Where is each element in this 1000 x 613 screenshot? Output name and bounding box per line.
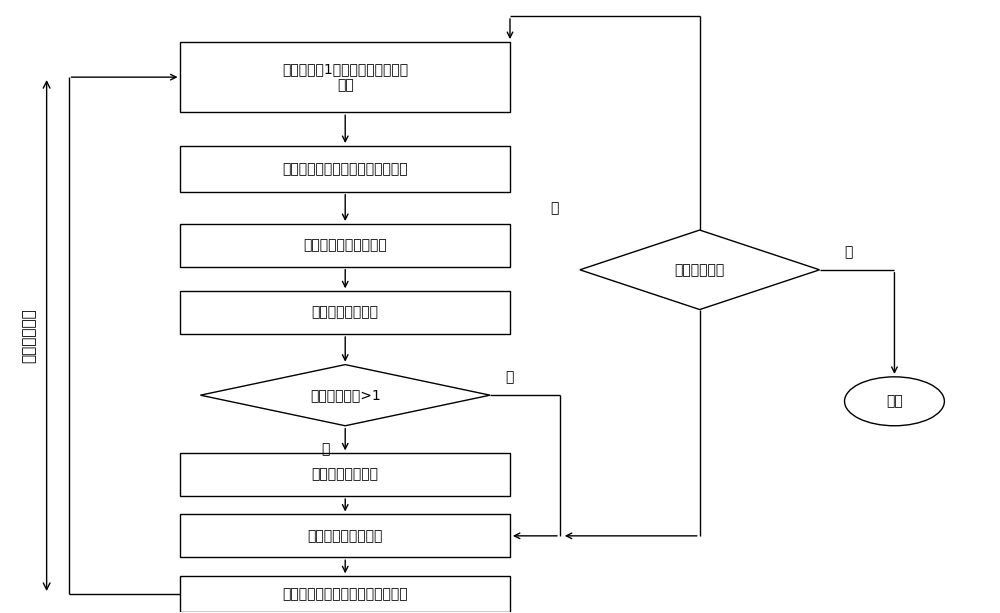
Ellipse shape	[845, 377, 944, 426]
Text: 结束: 结束	[886, 394, 903, 408]
Text: 否: 否	[551, 201, 559, 215]
Text: 可装载批数量>1: 可装载批数量>1	[310, 388, 381, 402]
Text: 将装载的批信息从原来缓冲器删除: 将装载的批信息从原来缓冲器删除	[282, 587, 408, 601]
Bar	[180, 576, 510, 612]
Text: 否: 否	[505, 370, 513, 384]
Polygon shape	[580, 230, 820, 310]
Polygon shape	[200, 365, 490, 426]
Bar	[180, 453, 510, 496]
Text: 选择组批规则组批: 选择组批规则组批	[312, 306, 379, 319]
Text: 滚动时域策略: 滚动时域策略	[21, 308, 36, 363]
Text: 装载优选级最高的批: 装载优选级最高的批	[308, 529, 383, 543]
Text: 更新缓冲器1中工件的数量和类型
信息: 更新缓冲器1中工件的数量和类型 信息	[282, 62, 408, 92]
Bar	[180, 291, 510, 334]
Bar	[180, 42, 510, 112]
Text: 是: 是	[321, 442, 329, 456]
Bar	[180, 514, 510, 557]
Text: 运行第二阶段策略: 运行第二阶段策略	[312, 468, 379, 482]
Bar	[180, 146, 510, 192]
Bar	[180, 224, 510, 267]
Text: 终止条件满足: 终止条件满足	[675, 263, 725, 277]
Text: 一台批处理机空闲可用: 一台批处理机空闲可用	[303, 238, 387, 253]
Text: 是: 是	[845, 245, 853, 259]
Text: 更新最早可用的批处理机完成时间: 更新最早可用的批处理机完成时间	[282, 162, 408, 176]
